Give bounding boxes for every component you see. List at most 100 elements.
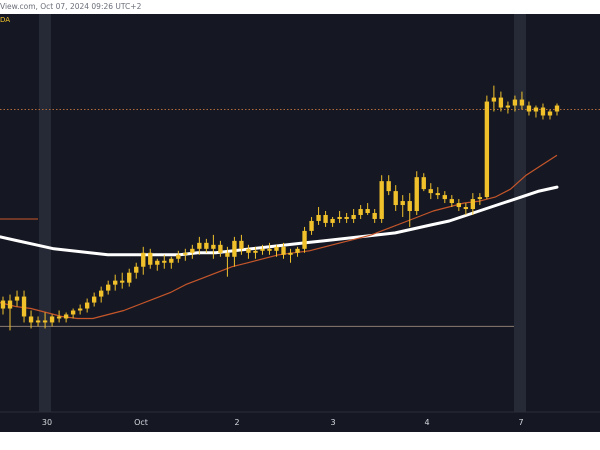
candle-body [7,300,13,309]
candle-body [477,197,483,200]
candle-body [540,107,546,116]
header-bar: View.com, Oct 07, 2024 09:26 UTC+2 [0,0,600,14]
candle-body [526,105,532,112]
candle-body [456,203,461,208]
candle-body [77,308,83,311]
candle-body [351,214,356,219]
candle-body [99,290,104,297]
candle-body [330,218,335,223]
candle-body [428,189,433,194]
candle-body [512,99,518,106]
candle-body [288,252,293,255]
candle-body [218,244,223,253]
candle-body [449,199,454,204]
candle-body [35,320,41,323]
candle-body [274,246,279,251]
candle-body [267,248,272,251]
candle-body [169,258,174,263]
candle-body [239,240,244,249]
candle-body [421,177,426,190]
candle-body [28,316,34,323]
x-tick-label: 3 [330,418,335,427]
candle-body [316,214,321,221]
candle-body [407,201,412,212]
candle-body [379,181,384,219]
candle-body [134,266,139,273]
candle-body [505,105,511,108]
x-tick-label: 2 [234,418,239,427]
candle-body [84,302,90,309]
candle-body [42,320,48,323]
corner-fragment: DA [0,16,10,24]
candle-body [253,250,258,253]
candle-body [491,97,497,102]
candle-body [414,177,419,212]
candle-body [344,216,349,219]
candle-body [91,296,97,303]
candle-body [127,272,132,283]
candle-body [393,191,398,206]
candle-body [470,199,476,210]
candle-body [197,242,202,249]
session-band [39,14,51,412]
candle-body [463,207,469,210]
x-tick-label: 30 [42,418,52,427]
candle-body [442,195,447,200]
candle-body [176,254,181,259]
candle-body [49,316,55,323]
candle-body [204,242,209,249]
x-tick-label: 7 [518,418,523,427]
x-tick-label: Oct [134,418,148,427]
x-tick-label: 4 [424,418,429,427]
candle-body [435,193,440,196]
ma-slow-line [0,185,559,257]
candle-body [533,107,539,112]
candle-body [148,252,153,265]
candle-body [302,230,307,249]
candle-body [225,252,230,257]
candle-body [372,213,377,219]
candle-body [246,248,251,253]
candle-body [113,280,118,285]
chart-area: DA 30 Oct 2 3 4 7 [0,14,600,432]
candle-body [260,248,265,251]
candle-body [56,316,62,319]
candle-body [162,260,167,263]
candle-body [183,252,188,255]
level-lines [0,109,600,327]
candle-body [365,209,370,213]
candle-body [70,310,76,315]
candle-body [358,209,363,215]
candle-body [519,99,525,106]
candle-body [232,240,237,257]
candle-body [0,300,6,309]
candle-body [386,181,391,192]
ma-fast-line [0,154,558,320]
price-chart: DA 30 Oct 2 3 4 7 [0,14,600,427]
candle-body [295,248,300,253]
candle-body [120,280,125,283]
source-caption: View.com, Oct 07, 2024 09:26 UTC+2 [0,2,142,11]
session-band [514,14,526,412]
candle-body [281,246,286,255]
candle-body [547,111,553,116]
candle-body [323,214,328,223]
candle-body [554,105,560,112]
candle-body [400,201,405,206]
session-bands [39,14,526,412]
footer-margin [0,432,600,450]
candle-body [498,97,504,108]
candle-body [309,220,314,231]
x-axis: 30 Oct 2 3 4 7 [0,411,600,427]
candle-body [484,101,490,198]
candle-body [106,284,111,291]
candle-body [211,244,216,249]
candle-body [14,296,20,301]
candle-body [337,216,342,219]
candle-body [63,314,69,319]
candle-body [155,260,160,265]
candle-body [141,252,146,267]
candle-body [190,248,195,253]
candles [0,85,560,331]
candle-body [21,296,27,317]
